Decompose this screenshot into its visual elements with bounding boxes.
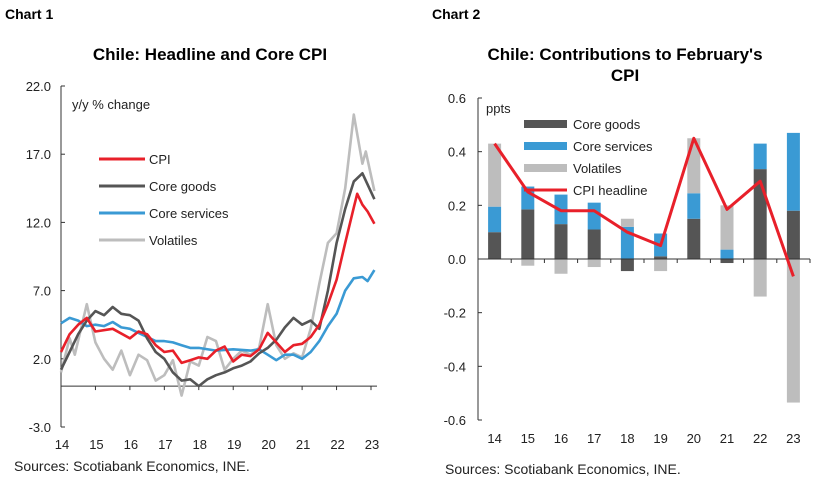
bar-core-services xyxy=(753,143,767,170)
bar-core-services xyxy=(720,249,734,259)
x-tick-label: 22 xyxy=(330,437,344,452)
x-tick-label: 19 xyxy=(227,437,241,452)
x-tick-label: 16 xyxy=(124,437,138,452)
bar-volatiles xyxy=(753,259,767,297)
x-tick-label: 20 xyxy=(687,431,701,446)
y-tick-label: 0.4 xyxy=(448,145,466,160)
x-tick-label: 14 xyxy=(487,431,501,446)
chart1-title: Chile: Headline and Core CPI xyxy=(92,45,328,64)
bar-core-goods xyxy=(654,256,668,259)
chart2-label: Chart 2 xyxy=(432,6,481,22)
bar-core-services xyxy=(488,206,502,233)
bar-core-goods xyxy=(720,259,734,264)
bar-volatiles xyxy=(521,259,535,266)
legend-swatch xyxy=(524,164,567,172)
x-tick-label: 22 xyxy=(753,431,767,446)
chart2-title: Chile: Contributions to February's CPI xyxy=(430,44,820,86)
legend-label: CPI xyxy=(149,152,171,167)
y-axis-label: y/y % change xyxy=(72,97,150,112)
legend-label: Core services xyxy=(149,206,229,221)
chart2-title-line1: Chile: Contributions to February's xyxy=(487,45,763,64)
bar-core-services xyxy=(687,193,701,219)
chart2-title-line2: CPI xyxy=(610,66,640,85)
legend-swatch xyxy=(524,120,567,128)
y-tick-label: 0.0 xyxy=(448,252,466,267)
bar-core-goods xyxy=(786,210,800,259)
bar-core-goods xyxy=(488,232,502,259)
y-tick-label: 0.2 xyxy=(448,198,466,213)
bar-volatiles xyxy=(720,205,734,250)
x-tick-label: 17 xyxy=(587,431,601,446)
bar-volatiles xyxy=(554,259,568,274)
x-tick-label: 23 xyxy=(786,431,800,446)
legend-label: Core goods xyxy=(573,117,641,132)
x-tick-label: 15 xyxy=(521,431,535,446)
series-line-cpi xyxy=(59,192,376,365)
chart1-label: Chart 1 xyxy=(5,6,54,22)
bar-volatiles xyxy=(488,143,502,207)
y-tick-label: -0.4 xyxy=(444,359,466,374)
bar-volatiles xyxy=(786,259,800,403)
bar-core-services xyxy=(786,132,800,211)
y-tick-label: 7.0 xyxy=(33,284,51,299)
chart2-source: Sources: Scotiabank Economics, INE. xyxy=(445,461,681,477)
bar-volatiles xyxy=(587,259,601,268)
x-tick-label: 16 xyxy=(554,431,568,446)
x-tick-label: 18 xyxy=(620,431,634,446)
bar-core-goods xyxy=(521,209,535,259)
bar-volatiles xyxy=(654,259,668,272)
bar-core-goods xyxy=(554,224,568,259)
legend-label: Core services xyxy=(573,139,653,154)
bar-core-goods xyxy=(587,229,601,259)
chart1-source: Sources: Scotiabank Economics, INE. xyxy=(14,458,250,474)
legend-label: CPI headline xyxy=(573,183,647,198)
y-axis-label: ppts xyxy=(486,101,511,116)
bar-volatiles xyxy=(620,218,634,227)
x-tick-label: 23 xyxy=(365,437,379,452)
x-tick-label: 21 xyxy=(720,431,734,446)
x-tick-label: 14 xyxy=(55,437,69,452)
y-tick-label: 0.6 xyxy=(448,91,466,106)
legend-swatch xyxy=(524,142,567,150)
y-tick-label: -0.6 xyxy=(444,413,466,428)
x-tick-label: 15 xyxy=(89,437,103,452)
x-tick-label: 21 xyxy=(296,437,310,452)
legend-label: Volatiles xyxy=(573,161,622,176)
y-tick-label: 17.0 xyxy=(26,147,51,162)
x-tick-label: 20 xyxy=(261,437,275,452)
y-tick-label: -0.2 xyxy=(444,306,466,321)
bar-core-services xyxy=(587,202,601,230)
legend-label: Volatiles xyxy=(149,233,198,248)
legend-label: Core goods xyxy=(149,179,217,194)
cpi-headline-line xyxy=(493,136,795,277)
x-tick-label: 19 xyxy=(653,431,667,446)
x-tick-label: 17 xyxy=(158,437,172,452)
y-tick-label: 22.0 xyxy=(26,79,51,94)
x-tick-label: 18 xyxy=(193,437,207,452)
y-tick-label: 2.0 xyxy=(33,352,51,367)
series-line-core-goods xyxy=(59,172,376,388)
bar-core-goods xyxy=(620,259,634,272)
bar-core-goods xyxy=(687,218,701,259)
y-tick-label: -3.0 xyxy=(29,420,51,435)
series-line-core-services xyxy=(60,269,376,362)
y-tick-label: 12.0 xyxy=(26,215,51,230)
series-line-volatiles xyxy=(59,113,376,397)
